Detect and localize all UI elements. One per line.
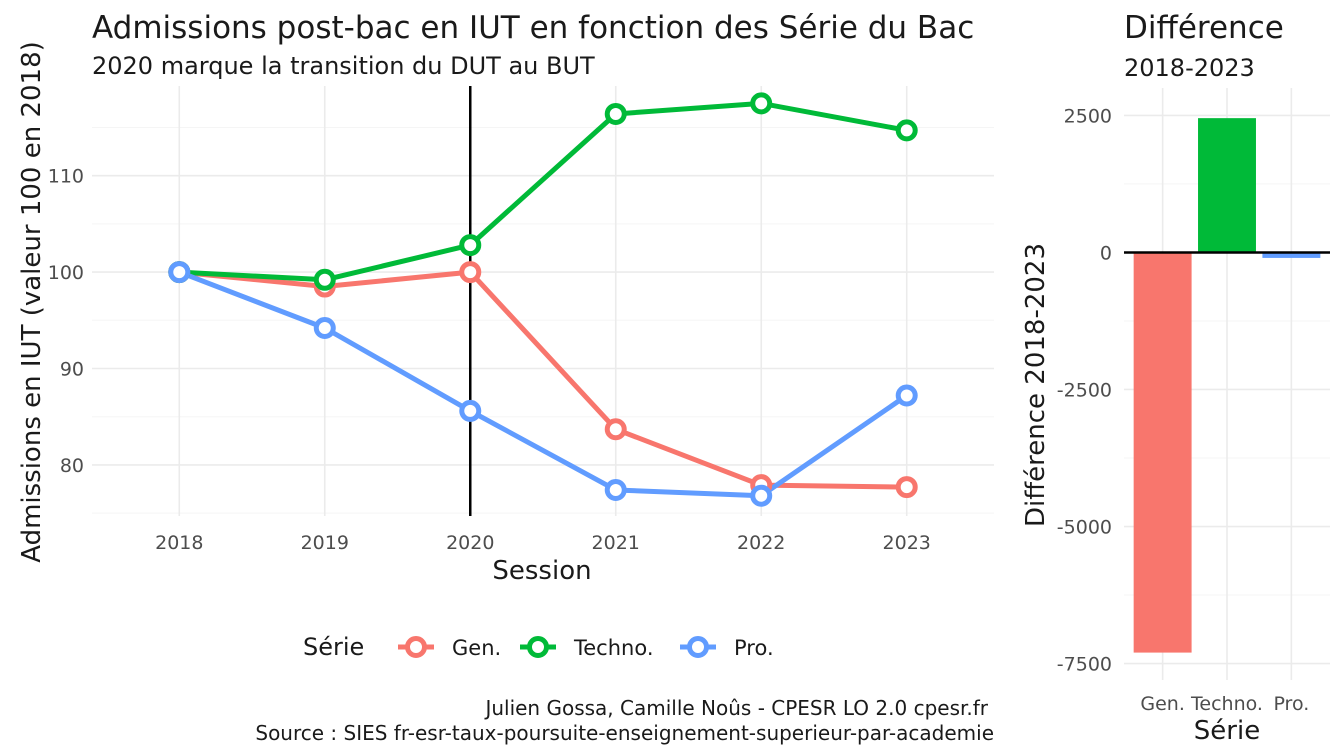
legend-label: Gen. [452, 636, 501, 660]
series-line-techno [176, 100, 910, 283]
series-line-gen [176, 269, 910, 490]
data-point-techno [895, 119, 918, 142]
legend-label: Pro. [734, 636, 774, 660]
bar-chart-y-axis-title: Différence 2018-2023 [1021, 243, 1051, 527]
legend-key-point [687, 636, 709, 658]
y-tick-label: 80 [60, 455, 84, 477]
legend-title: Série [303, 633, 364, 661]
y-tick-label: -5000 [1057, 517, 1112, 539]
data-point-gen [895, 476, 918, 499]
x-tick-label: 2018 [155, 532, 203, 554]
line-chart-title: Admissions post-bac en IUT en fonction d… [92, 10, 974, 46]
data-point-techno [313, 268, 336, 291]
x-tick-label: 2020 [446, 532, 494, 554]
line-chart-y-axis-title: Admissions en IUT (valeur 100 en 2018) [17, 41, 47, 563]
bar-chart-x-axis-title: Série [1194, 716, 1260, 746]
data-point-pro [459, 399, 482, 422]
x-tick-label: 2022 [737, 532, 785, 554]
data-point-techno [459, 234, 482, 257]
data-point-techno [750, 92, 773, 115]
legend: Série Gen. Techno. Pro. [303, 633, 774, 661]
bar-chart-title: Différence [1124, 10, 1284, 46]
data-point-gen [604, 418, 627, 441]
line-chart-x-axis-title: Session [492, 556, 591, 586]
y-tick-label: 100 [48, 262, 84, 284]
bar-chart-subtitle: 2018-2023 [1124, 54, 1255, 82]
x-tick-label: Gen. [1140, 693, 1185, 715]
line-chart-plot-area: 80 90 100 110 2018 2019 2020 2021 2022 2023 [48, 86, 994, 554]
bar-gen [1133, 252, 1192, 653]
y-tick-label: 0 [1100, 242, 1112, 264]
data-point-pro [895, 384, 918, 407]
y-tick-label: -2500 [1057, 379, 1112, 401]
series-line-pro [176, 269, 910, 499]
bar-pro [1262, 252, 1321, 258]
caption-authors: Julien Gossa, Camille Noûs - CPESR LO 2.… [483, 696, 988, 720]
data-point-pro [168, 261, 191, 284]
legend-label: Techno. [573, 636, 654, 660]
legend-key-point [405, 636, 427, 658]
data-point-techno [604, 102, 627, 125]
data-point-pro [604, 478, 627, 501]
x-tick-label: 2023 [883, 532, 931, 554]
x-tick-label: 2019 [301, 532, 349, 554]
data-point-pro [750, 484, 773, 507]
x-tick-label: 2021 [592, 532, 640, 554]
y-tick-label: -7500 [1057, 654, 1112, 676]
y-tick-label: 2500 [1064, 105, 1112, 127]
y-tick-label: 110 [48, 166, 84, 188]
data-point-gen [459, 261, 482, 284]
bar-chart-plot-area: 2500 0 -2500 -5000 -7500 Gen. Techno. Pro. [1057, 88, 1330, 715]
y-tick-label: 90 [60, 358, 84, 380]
x-tick-label: Pro. [1273, 693, 1309, 715]
legend-key-point [527, 636, 549, 658]
caption-source: Source : SIES fr-esr-taux-poursuite-ense… [255, 721, 994, 745]
x-tick-label: Techno. [1190, 693, 1263, 715]
data-point-pro [313, 316, 336, 339]
line-chart-subtitle: 2020 marque la transition du DUT au BUT [92, 52, 595, 80]
bar-techno [1198, 118, 1256, 253]
